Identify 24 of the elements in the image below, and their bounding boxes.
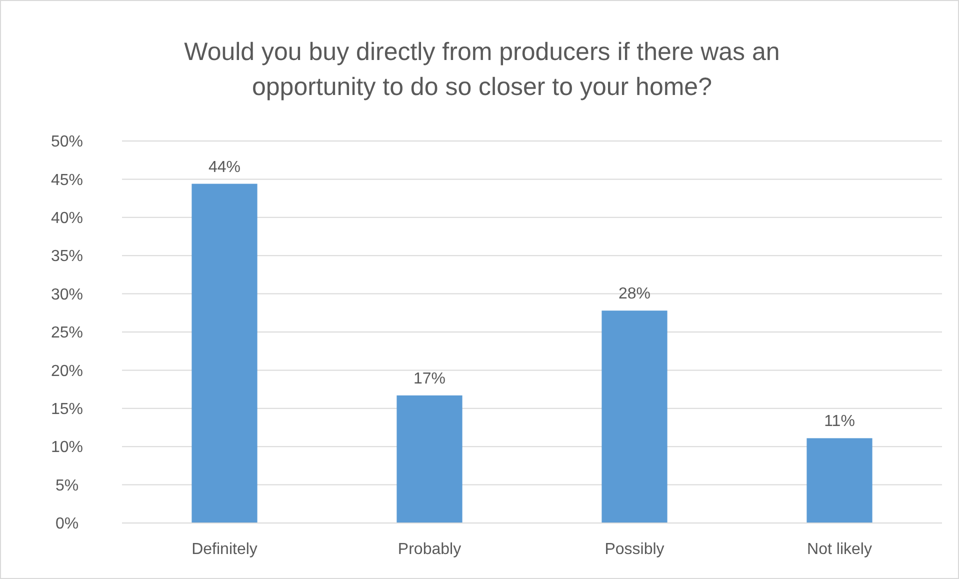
y-tick-label: 25% <box>50 324 84 342</box>
x-tick-label: Possibly <box>604 541 664 558</box>
y-tick-label: 5% <box>55 477 79 494</box>
bar <box>602 310 668 523</box>
y-tick-label: 45% <box>50 172 84 189</box>
y-tick-label: 40% <box>50 210 84 227</box>
y-tick-label: 50% <box>50 134 84 151</box>
data-label: 11% <box>824 413 855 430</box>
y-tick-label: 35% <box>50 248 84 266</box>
chart-title: Would you buy directly from producers if there was an opportunity to do so closer to your home? <box>184 38 780 101</box>
y-tick-label: 15% <box>50 401 84 418</box>
y-tick-label: 0% <box>55 516 79 533</box>
y-tick-label: 20% <box>50 362 84 380</box>
y-tick-label: 30% <box>50 286 84 304</box>
x-tick-label: Definitely <box>192 541 258 558</box>
data-label: 28% <box>618 286 651 303</box>
x-tick-label: Probably <box>398 541 462 558</box>
x-tick-label: Not likely <box>807 541 872 558</box>
data-label: 17% <box>413 370 446 388</box>
bar <box>192 184 258 523</box>
bar <box>806 438 872 523</box>
bar <box>396 395 462 523</box>
y-tick-label: 10% <box>50 439 84 456</box>
data-label: 44% <box>208 158 241 176</box>
